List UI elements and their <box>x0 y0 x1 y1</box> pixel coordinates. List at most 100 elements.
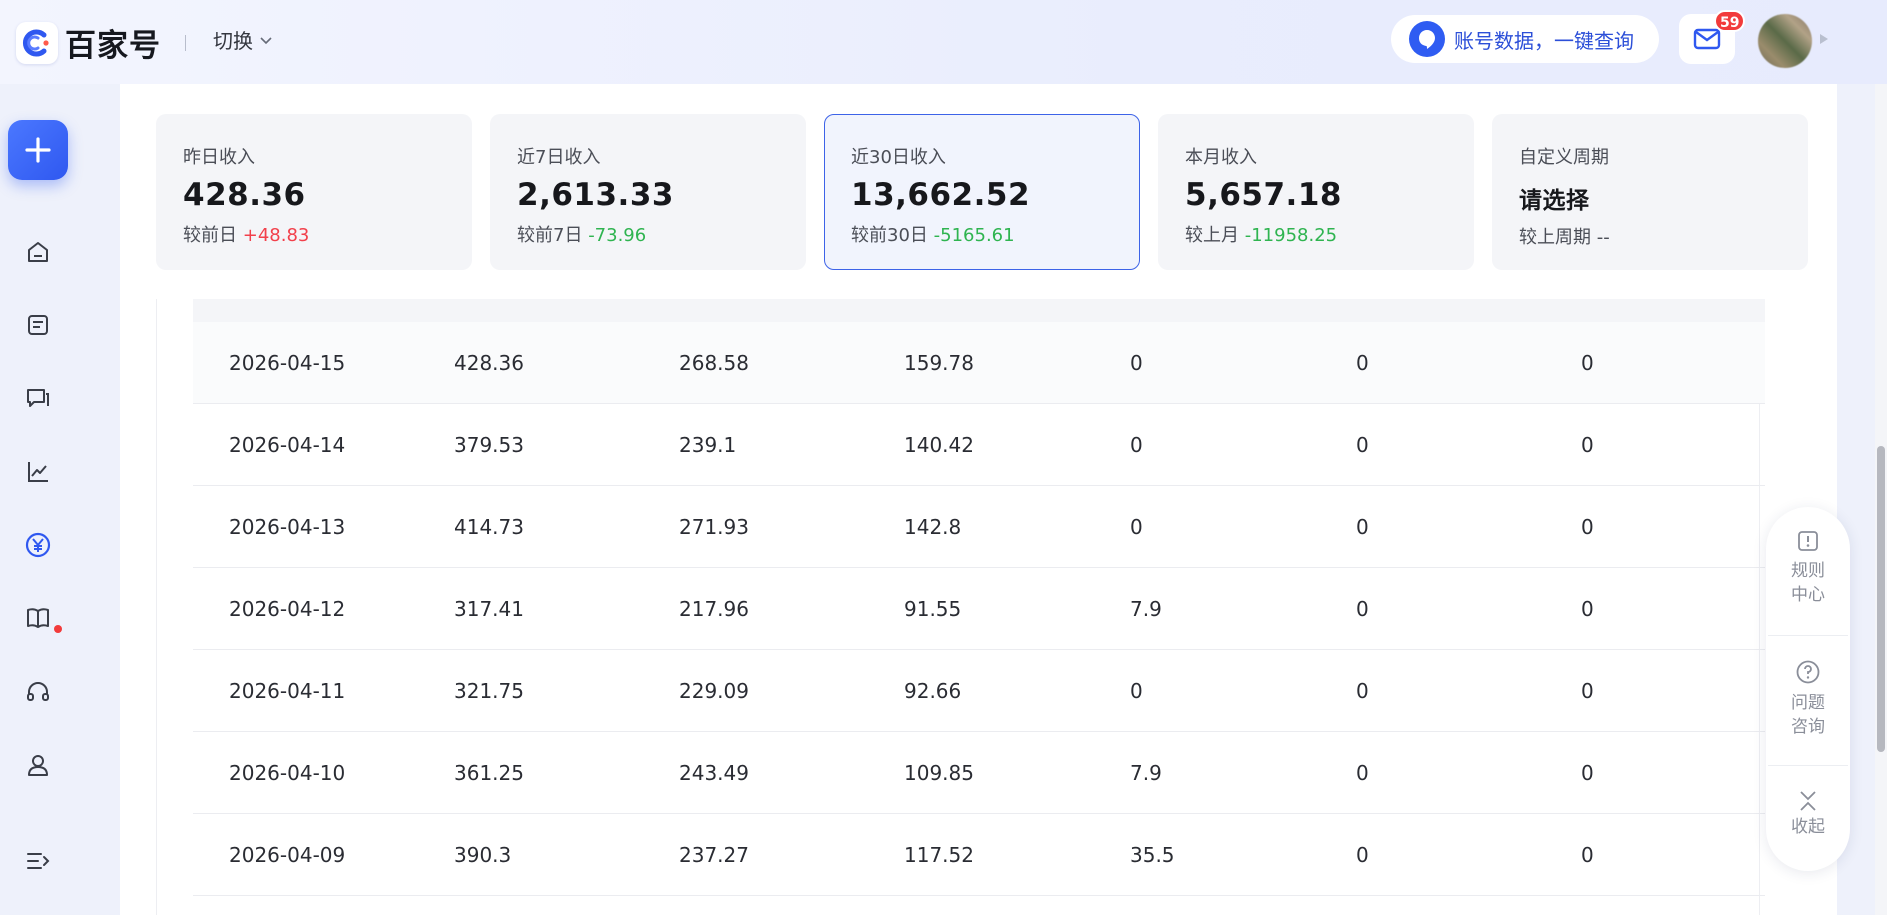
create-button[interactable] <box>8 120 68 180</box>
amount-cell: 317.41 <box>454 596 524 621</box>
card-7day-income[interactable]: 近7日收入 2,613.33 较前7日 -73.96 <box>490 114 806 270</box>
page-scrollbar[interactable] <box>1875 84 1887 915</box>
amount-cell: 0 <box>1130 514 1143 539</box>
compare-value: -73.96 <box>588 225 647 246</box>
card-compare: 较前30日 -5165.61 <box>851 221 1113 247</box>
article-icon <box>28 315 48 335</box>
home-icon <box>28 242 48 262</box>
card-value: 428.36 <box>183 177 306 213</box>
sidebar-item-comments[interactable] <box>22 382 54 414</box>
baijiahao-logo-icon <box>16 21 58 64</box>
alert-icon <box>1798 531 1818 551</box>
divider <box>185 34 186 51</box>
income-notification-dot <box>54 625 62 633</box>
message-button[interactable]: 59 <box>1679 10 1746 64</box>
income-icon <box>25 532 51 558</box>
amount-cell: 229.09 <box>679 678 749 703</box>
card-compare: 较上月 -11958.25 <box>1185 221 1447 247</box>
amount-cell: 321.75 <box>454 678 524 703</box>
sidebar-item-account[interactable] <box>22 749 54 781</box>
label-line: 规则 <box>1791 561 1825 581</box>
scrollbar-thumb[interactable] <box>1877 446 1885 752</box>
amount-cell: 390.3 <box>454 842 512 867</box>
amount-cell: 0 <box>1356 350 1369 375</box>
compare-value: -- <box>1596 227 1610 248</box>
compare-label: 较前7日 <box>517 225 583 246</box>
period-select[interactable]: 请选择 <box>1519 188 1590 214</box>
income-detail-table: 2026-04-15 428.36 268.58 159.78 0 0 0 2026-04-1… <box>156 299 1765 915</box>
amount-cell: 0 <box>1581 350 1594 375</box>
sidebar-item-income[interactable] <box>22 529 54 561</box>
mail-icon <box>1693 28 1721 50</box>
table-row: 2026-04-10 361.25 243.49 109.85 7.9 0 0 <box>193 732 1765 814</box>
amount-cell: 0 <box>1356 514 1369 539</box>
collapse-icon <box>1800 791 1816 811</box>
card-compare: 较前日 +48.83 <box>183 221 445 247</box>
amount-cell: 91.55 <box>904 596 962 621</box>
amount-cell: 271.93 <box>679 514 749 539</box>
switch-label: 切换 <box>213 29 253 53</box>
divider <box>1768 765 1848 766</box>
date-cell: 2026-04-12 <box>229 596 346 621</box>
table-header <box>193 299 1765 322</box>
amount-cell: 0 <box>1356 760 1369 785</box>
collapse-button[interactable]: 收起 <box>1766 789 1850 839</box>
date-cell: 2026-04-14 <box>229 432 346 457</box>
sidebar-item-data[interactable] <box>22 456 54 488</box>
amount-cell: 0 <box>1356 596 1369 621</box>
table-row: 2026-04-14 379.53 239.1 140.42 0 0 0 <box>193 404 1765 486</box>
amount-cell: 7.9 <box>1130 760 1162 785</box>
rules-center-label: 规则 中心 <box>1791 559 1825 607</box>
card-value: 5,657.18 <box>1185 177 1342 213</box>
compare-label: 较前30日 <box>851 225 928 246</box>
table-row: 2026-04-15 428.36 268.58 159.78 0 0 0 <box>193 322 1765 404</box>
help-consult-button[interactable]: 问题 咨询 <box>1766 659 1850 739</box>
logo[interactable]: 百家号 <box>16 20 186 65</box>
sidebar-item-service[interactable] <box>22 676 54 708</box>
amount-cell: 0 <box>1130 432 1143 457</box>
account-data-query-button[interactable]: 账号数据，一键查询 <box>1391 15 1659 63</box>
amount-cell: 239.1 <box>679 432 737 457</box>
date-cell: 2026-04-15 <box>229 350 346 375</box>
divider <box>1768 635 1848 636</box>
compare-label: 较前日 <box>183 225 237 246</box>
table-row: 2026-04-09 390.3 237.27 117.52 35.5 0 0 <box>193 814 1765 896</box>
chevron-down-icon <box>260 36 272 44</box>
main-panel: 昨日收入 428.36 较前日 +48.83 近7日收入 2,613.33 较前… <box>120 84 1837 915</box>
card-30day-income[interactable]: 近30日收入 13,662.52 较前30日 -5165.61 <box>824 114 1140 270</box>
sidebar-item-home[interactable] <box>22 236 54 268</box>
card-title: 近30日收入 <box>851 147 946 168</box>
amount-cell: 35.5 <box>1130 842 1175 867</box>
floating-help-panel: 规则 中心 问题 咨询 收起 <box>1766 507 1850 871</box>
rules-center-button[interactable]: 规则 中心 <box>1766 529 1850 607</box>
sidebar-item-learn[interactable] <box>22 602 54 634</box>
card-title: 自定义周期 <box>1519 147 1609 168</box>
amount-cell: 92.66 <box>904 678 962 703</box>
sidebar <box>0 84 120 915</box>
amount-cell: 0 <box>1356 432 1369 457</box>
amount-cell: 217.96 <box>679 596 749 621</box>
amount-cell: 159.78 <box>904 350 974 375</box>
sidebar-item-content[interactable] <box>22 309 54 341</box>
compare-value: -5165.61 <box>933 225 1015 246</box>
switch-account-dropdown[interactable]: 切换 <box>213 25 273 54</box>
table-row: 2026-04-13 414.73 271.93 142.8 0 0 0 <box>193 486 1765 568</box>
headset-icon <box>27 682 49 701</box>
avatar[interactable] <box>1758 14 1812 68</box>
book-icon <box>27 608 49 628</box>
collapse-label: 收起 <box>1791 817 1825 837</box>
table-row: 2026-04-12 317.41 217.96 91.55 7.9 0 0 <box>193 568 1765 650</box>
amount-cell: 243.49 <box>679 760 749 785</box>
card-yesterday-income[interactable]: 昨日收入 428.36 较前日 +48.83 <box>156 114 472 270</box>
logo-text: 百家号 <box>65 28 161 64</box>
menu-collapse-icon <box>27 853 50 869</box>
card-title: 本月收入 <box>1185 147 1257 168</box>
card-month-income[interactable]: 本月收入 5,657.18 较上月 -11958.25 <box>1158 114 1474 270</box>
help-consult-label: 问题 咨询 <box>1791 691 1825 739</box>
amount-cell: 0 <box>1581 760 1594 785</box>
amount-cell: 268.58 <box>679 350 749 375</box>
sidebar-collapse-button[interactable] <box>22 845 54 877</box>
date-cell: 2026-04-10 <box>229 760 346 785</box>
card-compare: 较上周期 -- <box>1519 223 1781 249</box>
card-custom-period[interactable]: 自定义周期 请选择 较上周期 -- <box>1492 114 1808 270</box>
